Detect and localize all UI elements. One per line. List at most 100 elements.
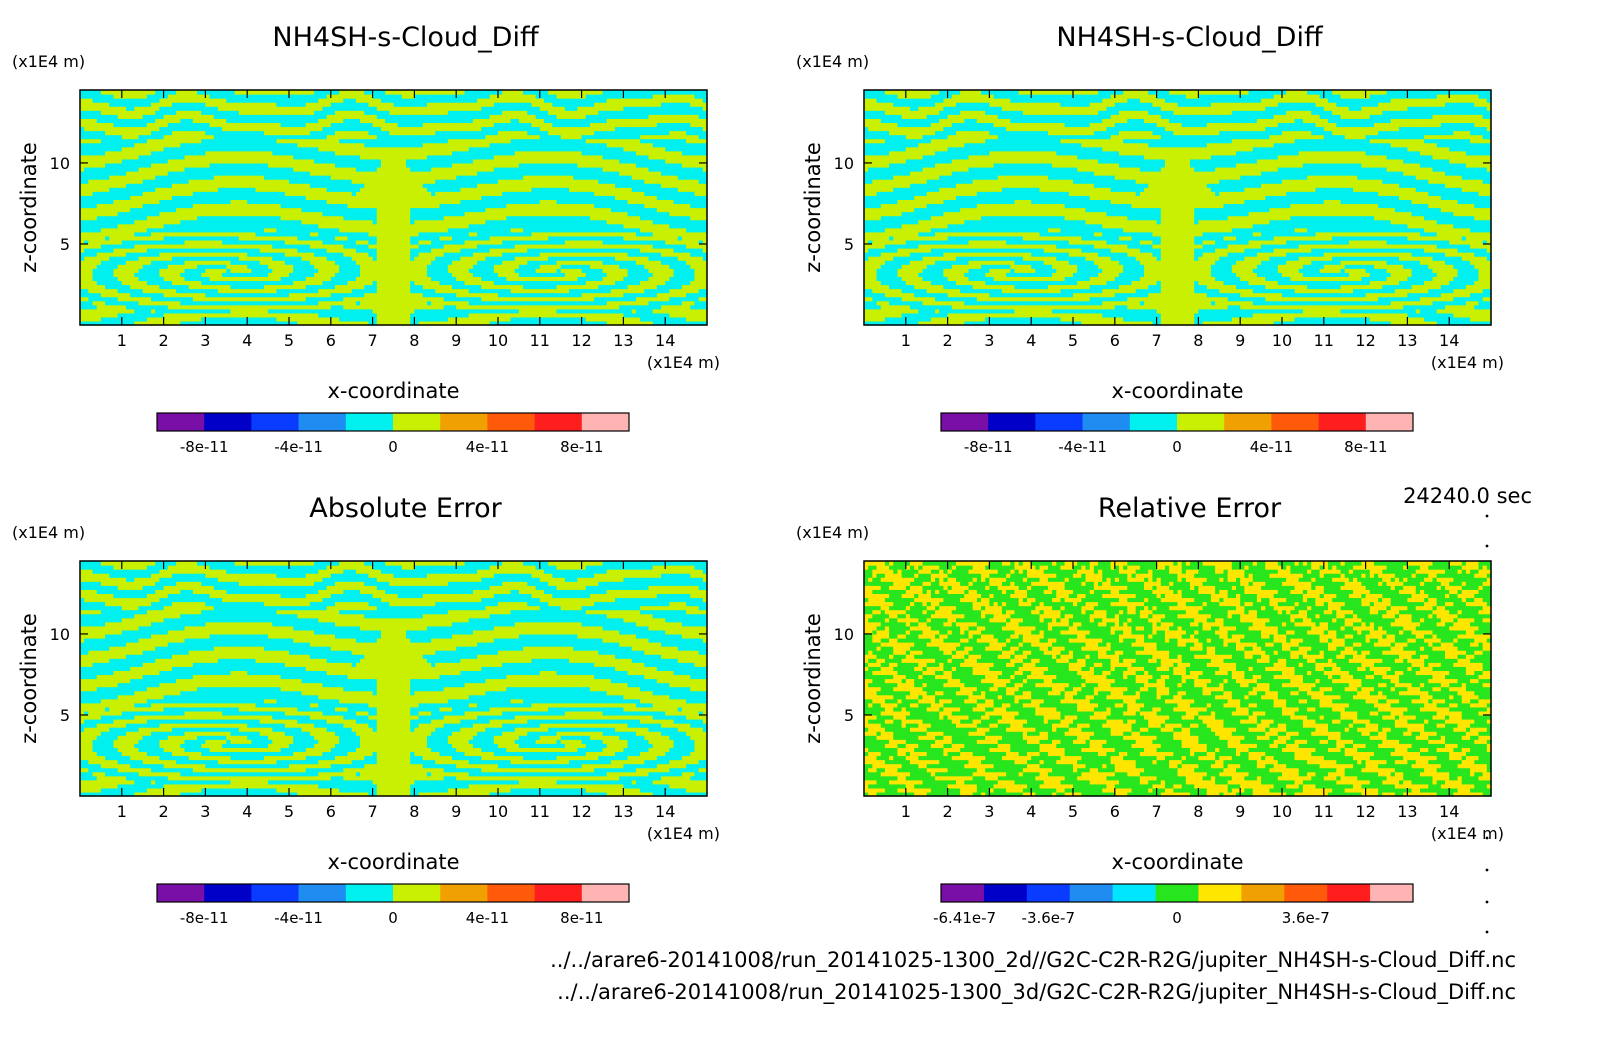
heatmap-cell	[125, 199, 131, 205]
heatmap-cell	[130, 211, 135, 217]
heatmap-cell	[109, 166, 115, 172]
heatmap-cell	[301, 219, 307, 225]
heatmap-cell	[121, 171, 127, 176]
heatmap-cell	[393, 292, 399, 298]
heatmap-cell	[372, 252, 378, 257]
heatmap-cell	[205, 219, 211, 225]
heatmap-cell	[171, 187, 177, 192]
heatmap-cell	[318, 304, 324, 310]
heatmap-cell	[263, 219, 269, 225]
heatmap-cell	[171, 316, 177, 322]
heatmap-cell	[213, 296, 219, 302]
heatmap-cell	[96, 146, 102, 152]
heatmap-cell	[96, 239, 102, 245]
heatmap-cell	[422, 215, 428, 221]
heatmap-cell	[284, 146, 290, 152]
heatmap-cell	[251, 272, 257, 277]
heatmap-cell	[380, 288, 386, 294]
heatmap-cell	[263, 211, 269, 217]
heatmap-cell	[184, 175, 190, 180]
heatmap-cell	[330, 227, 336, 233]
heatmap-cell	[385, 158, 390, 164]
heatmap-cell	[238, 199, 244, 205]
heatmap-cell	[113, 118, 119, 124]
heatmap-cell	[268, 203, 273, 209]
heatmap-cell	[238, 106, 244, 111]
heatmap-cell	[142, 248, 148, 253]
heatmap-cell	[230, 94, 236, 99]
heatmap-cell	[272, 239, 278, 245]
heatmap-cell	[105, 304, 110, 310]
heatmap-cell	[330, 122, 336, 128]
heatmap-cell	[130, 284, 135, 290]
heatmap-cell	[330, 126, 336, 132]
heatmap-cell	[138, 183, 144, 188]
heatmap-cell	[251, 146, 257, 152]
heatmap-cell	[297, 235, 303, 241]
heatmap-cell	[205, 126, 211, 132]
heatmap-cell	[376, 150, 382, 156]
heatmap-cell	[100, 304, 106, 310]
heatmap-cell	[222, 248, 227, 253]
heatmap-cell	[238, 130, 244, 136]
heatmap-cell	[188, 122, 194, 128]
heatmap-cell	[109, 195, 115, 200]
heatmap-cell	[201, 320, 206, 326]
heatmap-cell	[146, 166, 152, 172]
heatmap-cell	[238, 90, 244, 95]
heatmap-cell	[163, 199, 169, 205]
heatmap-cell	[117, 260, 123, 265]
heatmap-cell	[289, 219, 294, 225]
heatmap-cell	[318, 162, 324, 168]
heatmap-cell	[80, 150, 85, 156]
heatmap-cell	[364, 300, 370, 306]
heatmap-cell	[397, 162, 403, 168]
heatmap-cell	[201, 280, 206, 286]
heatmap-cell	[213, 187, 219, 192]
heatmap-cell	[92, 296, 98, 302]
heatmap-cell	[142, 260, 148, 265]
heatmap-cell	[280, 288, 286, 294]
heatmap-cell	[364, 195, 370, 200]
heatmap-cell	[322, 118, 328, 124]
heatmap-cell	[171, 191, 177, 196]
heatmap-cell	[188, 175, 194, 180]
heatmap-cell	[284, 215, 290, 221]
heatmap-cell	[192, 154, 198, 160]
heatmap-cell	[251, 239, 257, 245]
heatmap-cell	[318, 150, 324, 156]
heatmap-cell	[293, 268, 298, 273]
heatmap-cell	[205, 268, 211, 273]
heatmap-cell	[280, 175, 286, 180]
heatmap-cell	[380, 195, 386, 200]
heatmap-cell	[414, 142, 420, 148]
heatmap-cell	[247, 94, 252, 99]
heatmap-cell	[305, 191, 311, 196]
heatmap-cell	[247, 98, 252, 103]
heatmap-cell	[301, 94, 307, 99]
heatmap-cell	[180, 118, 186, 124]
heatmap-cell	[418, 272, 424, 277]
heatmap-cell	[243, 272, 248, 277]
heatmap-cell	[284, 126, 290, 132]
heatmap-cell	[234, 102, 240, 107]
heatmap-cell	[146, 264, 152, 269]
heatmap-cell	[213, 304, 219, 310]
heatmap-cell	[176, 138, 181, 144]
heatmap-cell	[197, 171, 202, 176]
heatmap-cell	[217, 211, 223, 217]
heatmap-cell	[422, 239, 428, 245]
heatmap-cell	[197, 102, 202, 107]
heatmap-cell	[226, 130, 232, 136]
heatmap-cell	[401, 171, 407, 176]
heatmap-cell	[385, 288, 390, 294]
heatmap-cell	[176, 243, 181, 249]
heatmap-cell	[226, 90, 232, 95]
heatmap-cell	[376, 316, 382, 322]
heatmap-cell	[151, 150, 156, 156]
heatmap-cell	[80, 219, 85, 225]
heatmap-cell	[343, 227, 349, 233]
heatmap-cell	[121, 98, 127, 103]
heatmap-cell	[155, 114, 161, 119]
heatmap-cell	[201, 215, 206, 221]
